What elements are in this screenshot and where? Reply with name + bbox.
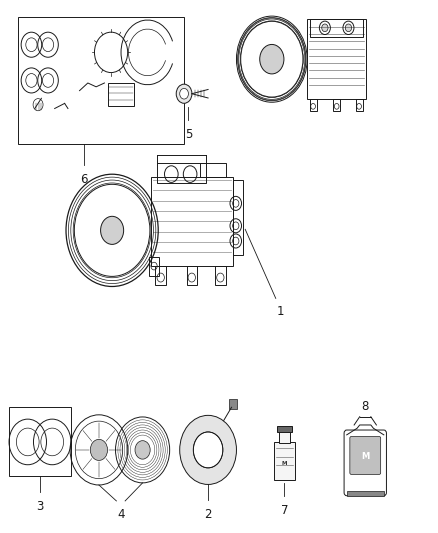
Circle shape — [176, 84, 192, 103]
Text: M: M — [282, 461, 287, 466]
Bar — [274, 442, 295, 480]
Text: 8: 8 — [362, 400, 369, 414]
Bar — [215, 266, 226, 285]
Text: 2: 2 — [205, 508, 212, 521]
Circle shape — [263, 49, 280, 70]
Bar — [149, 257, 159, 276]
Bar — [10, 407, 71, 477]
Circle shape — [180, 88, 188, 99]
Circle shape — [101, 216, 124, 245]
Circle shape — [345, 24, 352, 31]
Bar — [310, 99, 317, 111]
Text: 6: 6 — [80, 173, 88, 187]
Circle shape — [180, 415, 237, 484]
Bar — [108, 83, 134, 106]
FancyBboxPatch shape — [344, 430, 386, 496]
Bar — [356, 99, 363, 111]
Bar — [200, 163, 226, 177]
Bar — [155, 266, 166, 285]
Text: 7: 7 — [281, 504, 288, 517]
Bar — [157, 163, 206, 183]
Bar — [307, 19, 366, 99]
Text: 1: 1 — [276, 305, 284, 318]
Bar — [151, 176, 233, 266]
Circle shape — [101, 216, 124, 245]
Bar — [229, 399, 237, 409]
Circle shape — [260, 44, 284, 74]
Text: 4: 4 — [117, 508, 124, 521]
Bar — [333, 99, 340, 111]
Circle shape — [90, 439, 108, 461]
Text: 3: 3 — [36, 500, 44, 513]
Circle shape — [135, 441, 150, 459]
Bar — [18, 17, 184, 144]
Circle shape — [254, 38, 289, 80]
Bar — [233, 180, 243, 255]
Text: M: M — [361, 452, 369, 461]
Circle shape — [74, 184, 150, 277]
Circle shape — [193, 432, 223, 468]
Text: 5: 5 — [185, 128, 192, 141]
FancyBboxPatch shape — [350, 437, 381, 474]
Bar — [279, 431, 290, 443]
Circle shape — [322, 24, 328, 31]
Bar — [187, 266, 197, 285]
Bar — [347, 491, 384, 496]
Bar — [276, 426, 293, 432]
Bar — [310, 19, 363, 37]
Circle shape — [241, 21, 303, 97]
